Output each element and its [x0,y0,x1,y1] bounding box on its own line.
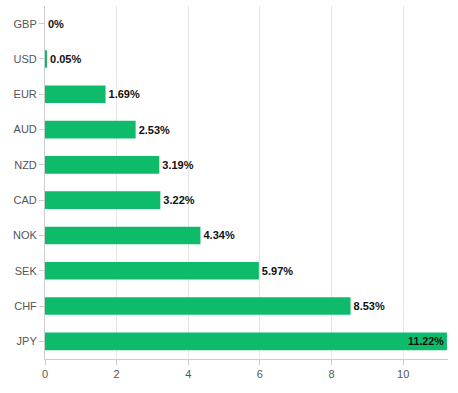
svg-text:EUR: EUR [14,88,37,100]
svg-text:0%: 0% [48,18,64,30]
svg-text:0.05%: 0.05% [50,53,81,65]
svg-text:GBP: GBP [14,18,37,30]
svg-text:2.53%: 2.53% [139,124,170,136]
svg-text:4.34%: 4.34% [203,229,234,241]
svg-text:NOK: NOK [13,229,38,241]
svg-text:USD: USD [14,53,37,65]
svg-text:8.53%: 8.53% [354,300,385,312]
svg-text:0: 0 [42,368,48,380]
svg-text:1.69%: 1.69% [109,88,140,100]
svg-text:CAD: CAD [14,194,37,206]
svg-text:CHF: CHF [14,300,37,312]
svg-text:3.22%: 3.22% [163,194,194,206]
svg-text:6: 6 [257,368,263,380]
svg-text:10: 10 [397,368,409,380]
svg-text:3.19%: 3.19% [162,159,193,171]
svg-text:JPY: JPY [17,335,38,347]
svg-text:AUD: AUD [14,123,37,135]
svg-text:2: 2 [114,368,120,380]
svg-text:SEK: SEK [15,265,38,277]
svg-text:4: 4 [185,368,191,380]
svg-text:NZD: NZD [14,159,37,171]
svg-text:11.22%: 11.22% [408,335,444,347]
svg-text:8: 8 [329,368,335,380]
svg-text:5.97%: 5.97% [262,265,293,277]
